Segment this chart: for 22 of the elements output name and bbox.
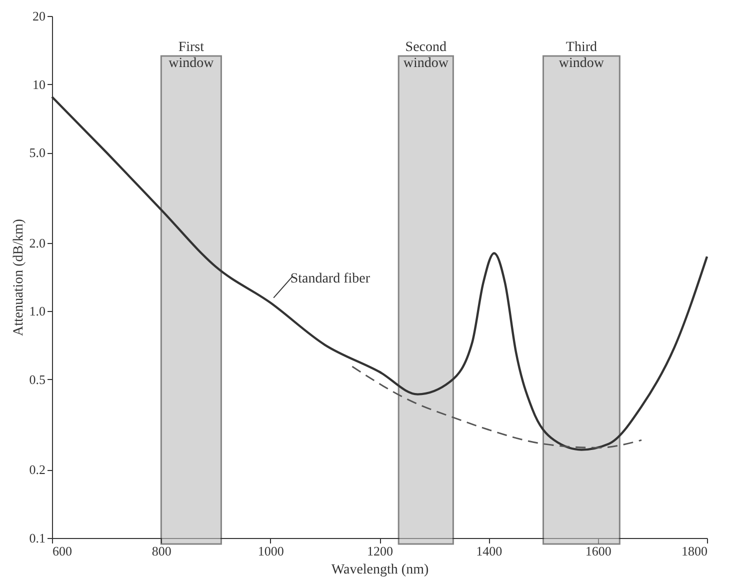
- x-tick-label: 1600: [585, 544, 612, 558]
- x-tick-label: 1200: [367, 544, 393, 558]
- y-tick-label: 5.0: [29, 145, 46, 160]
- y-tick-label: 0.2: [29, 462, 46, 478]
- legend-label: Standard fiber: [290, 272, 370, 287]
- band-label: First window: [168, 40, 215, 71]
- x-tick-label: 800: [152, 544, 172, 558]
- line-series: [351, 366, 642, 448]
- x-axis-title: Wavelength (nm): [331, 562, 429, 578]
- y-axis-title: Attenuation (dB/km): [11, 218, 26, 336]
- y-tick-label: 2.0: [29, 235, 46, 250]
- y-tick-label: 20: [32, 8, 46, 24]
- y-tick-label: 10: [32, 76, 46, 92]
- x-tick-label: 1000: [258, 544, 284, 558]
- y-tick-label: 1.0: [29, 304, 46, 319]
- x-tick-label: 1400: [476, 544, 502, 558]
- y-tick-label: 0.5: [29, 372, 46, 387]
- y-tick-label: 0.1: [29, 530, 46, 546]
- band-label: Third window: [558, 40, 605, 71]
- band-label: Second window: [403, 40, 450, 71]
- x-tick-label: 1800: [682, 544, 708, 558]
- x-tick-label: 600: [52, 544, 72, 558]
